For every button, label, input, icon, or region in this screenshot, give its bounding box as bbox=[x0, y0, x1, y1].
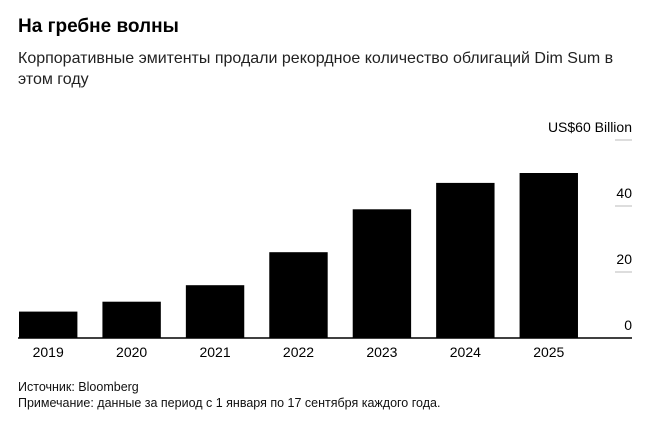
x-tick-label-2020: 2020 bbox=[116, 344, 147, 360]
x-tick-label-2024: 2024 bbox=[450, 344, 481, 360]
source-note: Источник: Bloomberg bbox=[18, 380, 139, 394]
bar-2025 bbox=[519, 173, 578, 338]
x-tick-label-2021: 2021 bbox=[199, 344, 230, 360]
period-note: Примечание: данные за период с 1 января … bbox=[18, 396, 441, 410]
y-tick-label-60: US$60 Billion bbox=[548, 119, 632, 135]
x-tick-label-2023: 2023 bbox=[366, 344, 397, 360]
chart-subtitle: Корпоративные эмитенты продали рекордное… bbox=[18, 50, 614, 88]
bar-2022 bbox=[269, 252, 328, 338]
bar-2020 bbox=[102, 301, 161, 338]
x-tick-label-2019: 2019 bbox=[33, 344, 64, 360]
y-tick-label-0: 0 bbox=[624, 317, 632, 333]
y-tick-labels: 0 20 40 US$60 Billion bbox=[548, 119, 632, 333]
x-tick-label-2025: 2025 bbox=[533, 344, 564, 360]
chart-title: На гребне волны bbox=[18, 16, 179, 37]
bars bbox=[19, 173, 578, 338]
x-tick-labels: 2019 2020 2021 2022 2023 2024 2025 bbox=[33, 344, 565, 360]
bar-2024 bbox=[436, 182, 495, 338]
y-tick-label-20: 20 bbox=[616, 251, 632, 267]
x-tick-label-2022: 2022 bbox=[283, 344, 314, 360]
chart-footer: Источник: Bloomberg Примечание: данные з… bbox=[18, 379, 440, 411]
bar-2021 bbox=[185, 285, 245, 338]
bar-2019 bbox=[19, 311, 78, 338]
bar-2023 bbox=[352, 209, 412, 338]
y-tick-label-40: 40 bbox=[616, 185, 632, 201]
